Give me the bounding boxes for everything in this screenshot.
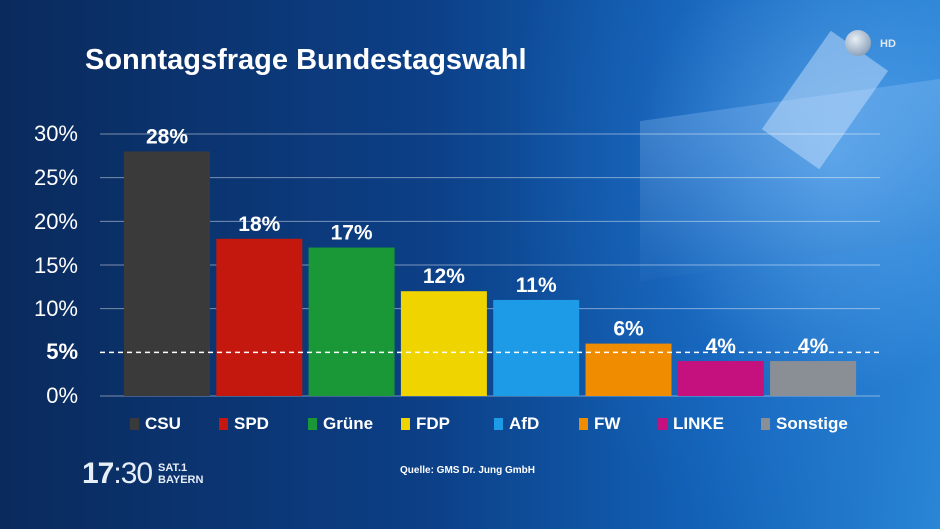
legend-swatch [658,418,667,430]
clock-hour: 17 [82,457,114,490]
data-label: 17% [331,222,373,245]
data-label: 12% [423,265,465,288]
y-tick-label: 0% [46,383,78,408]
legend-swatch [494,418,503,430]
y-tick-label: 30% [33,121,78,146]
legend-item-sonstige: Sonstige [761,414,848,434]
legend-swatch [308,418,317,430]
legend-item-afd: AfD [494,414,539,434]
bar-csu [124,151,210,396]
data-label: 28% [146,125,188,148]
hd-badge: HD [880,38,896,50]
y-tick-label: 15% [33,253,78,278]
data-label: 6% [613,318,644,341]
y-tick-label: 25% [33,165,78,190]
y-tick-label: 20% [33,209,78,234]
bar-fw [585,343,672,396]
data-label: 11% [516,274,557,297]
y-tick-label-threshold: 5% [46,339,78,364]
data-label: 4% [798,335,829,358]
legend-label: FDP [416,414,450,433]
station-logo: SAT.1 BAYERN [158,462,203,486]
legend-label: Grüne [323,414,374,433]
clock-minute: :30 [113,457,153,490]
legend-swatch [401,418,410,430]
legend-item-spd: SPD [219,414,269,434]
clock: 17:30 [82,457,153,490]
data-label: 18% [238,213,280,236]
legend-item-fw: FW [579,414,620,434]
bar-spd [216,238,303,396]
legend-swatch [579,418,588,430]
legend-label: SPD [234,414,269,433]
bar-afd [493,299,580,396]
legend-item-fdp: FDP [401,414,450,434]
legend-label: Sonstige [776,414,848,433]
legend-swatch [761,418,770,430]
legend-label: CSU [145,414,181,433]
legend-item-gruene: Grüne [308,414,373,434]
page-title: Sonntagsfrage Bundestagswahl [85,44,527,76]
station-region: BAYERN [158,474,204,486]
sat1-logo-icon [845,30,871,56]
legend-item-csu: CSU [130,414,181,434]
y-tick-label: 10% [33,296,78,321]
station-name: SAT.1 [158,462,188,474]
bar-linke [677,361,764,396]
legend-label: LINKE [673,414,724,433]
bar-grüne [308,247,395,396]
legend-swatch [219,418,228,430]
bar-sonstige [770,361,857,396]
legend-item-linke: LINKE [658,414,724,434]
data-label: 4% [706,335,737,358]
bar-fdp [400,291,487,396]
legend-label: AfD [509,414,540,433]
source-note: Quelle: GMS Dr. Jung GmbH [400,465,536,476]
background-glow [520,0,940,529]
legend-label: FW [594,414,621,433]
legend-swatch [130,418,139,430]
